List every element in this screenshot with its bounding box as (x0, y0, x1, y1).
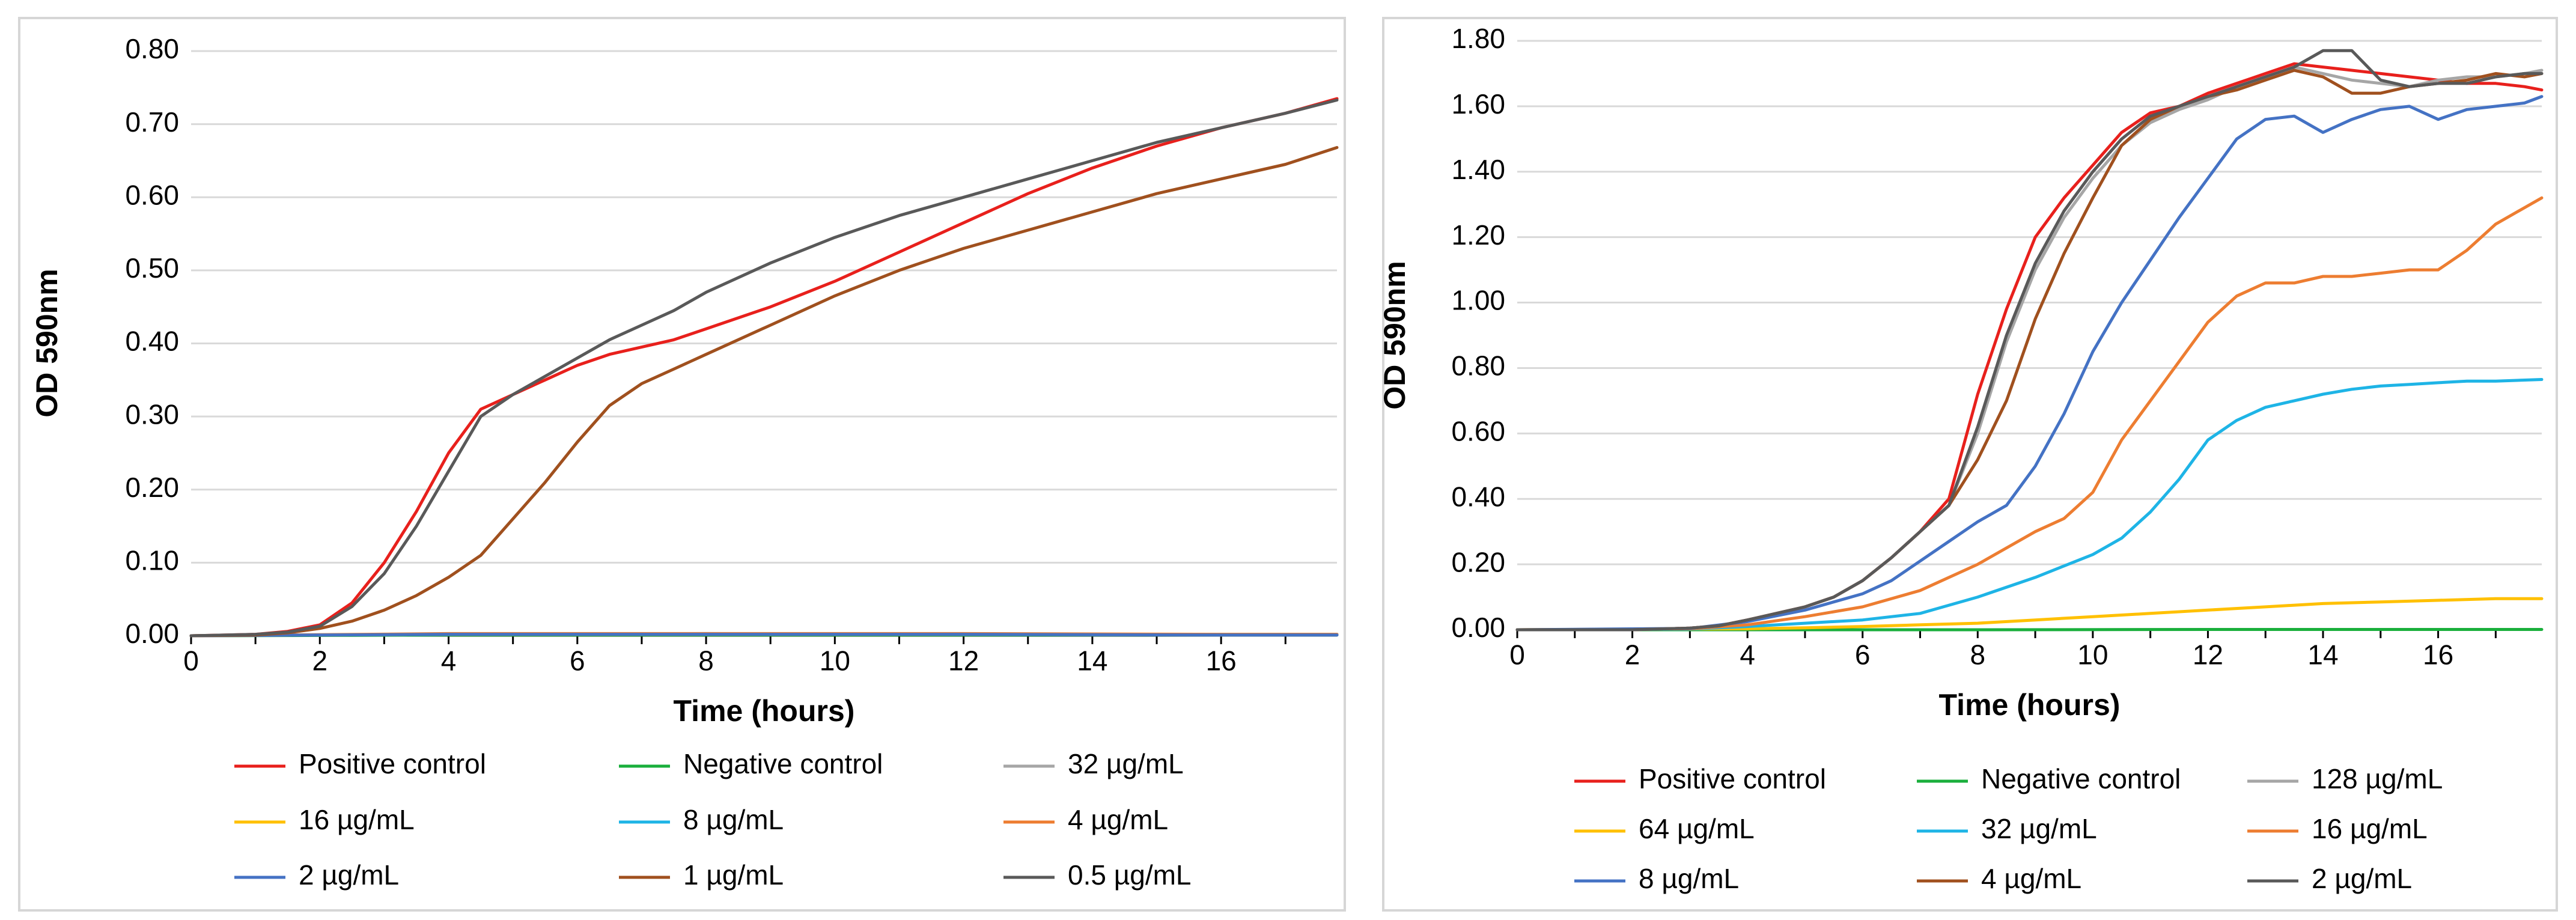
legend-item: Negative control (619, 748, 883, 779)
x-tick-label: 4 (441, 645, 457, 677)
series-line-positive-control (189, 97, 1339, 638)
x-tick-label: 8 (698, 645, 714, 677)
legend-item: 2 µg/mL (234, 859, 399, 891)
x-tick-label: 6 (1855, 639, 1871, 671)
series-line-0-5-g-ml (189, 99, 1339, 638)
x-tick-label: 0 (183, 645, 199, 677)
x-tick-label: 10 (820, 645, 850, 677)
legend-label: 4 µg/mL (1068, 804, 1168, 835)
legend-label: Negative control (1981, 763, 2181, 794)
series-line-8-g-ml (1515, 95, 2544, 632)
legend-item: Positive control (234, 748, 486, 779)
y-tick-label: 0.00 (1451, 612, 1505, 643)
y-axis-title: OD 590nm (30, 269, 64, 417)
series-line-64-g-ml (1515, 597, 2544, 632)
legend-label: 8 µg/mL (683, 804, 784, 835)
y-tick-label: 0.40 (125, 326, 179, 357)
x-tick-label: 2 (312, 645, 327, 677)
legend-label: 1 µg/mL (683, 859, 784, 891)
right-chart-frame (1382, 17, 2558, 912)
x-axis-title: Time (hours) (674, 694, 855, 728)
legend-label: 4 µg/mL (1981, 863, 2081, 894)
x-tick-label: 8 (1970, 639, 1985, 671)
legend-label: 2 µg/mL (299, 859, 399, 891)
legend-item: 4 µg/mL (1917, 863, 2081, 894)
legend-item: 4 µg/mL (1003, 804, 1168, 835)
y-axis-title: OD 590nm (1378, 261, 1411, 409)
x-tick-label: 10 (2077, 639, 2108, 671)
legend-label: Positive control (299, 748, 486, 779)
legend-item: 32 µg/mL (1003, 748, 1184, 779)
y-tick-label: 0.30 (125, 398, 179, 430)
y-tick-label: 0.80 (1451, 350, 1505, 382)
legend-item: 16 µg/mL (234, 804, 415, 835)
y-tick-label: 0.10 (125, 545, 179, 576)
legend-item: 0.5 µg/mL (1003, 859, 1192, 891)
x-tick-label: 0 (1509, 639, 1525, 671)
x-tick-label: 2 (1625, 639, 1640, 671)
y-tick-label: 0.20 (1451, 546, 1505, 577)
x-tick-label: 6 (570, 645, 585, 677)
legend-label: 2 µg/mL (2312, 863, 2412, 894)
y-tick-label: 1.60 (1451, 88, 1505, 120)
legend-item: 8 µg/mL (619, 804, 784, 835)
left-chart-panel: 0.00 0.10 0.20 0.30 0.40 0.50 0.60 0.70 0.80 0 2 4 6… (18, 17, 1346, 912)
series-line-16-g-ml (1515, 196, 2544, 632)
legend-item: 128 µg/mL (2247, 763, 2443, 794)
series-line-2-g-ml (189, 633, 1339, 638)
legend-label: Positive control (1639, 763, 1826, 794)
x-tick-label: 14 (1077, 645, 1107, 677)
y-tick-label: 1.80 (1451, 23, 1505, 54)
y-tick-label: 1.40 (1451, 154, 1505, 185)
legend-item: Negative control (1917, 763, 2181, 794)
y-tick-label: 0.00 (125, 618, 179, 649)
y-tick-label: 0.60 (1451, 415, 1505, 446)
legend-item: 8 µg/mL (1574, 863, 1739, 894)
series-line-32-g-ml (1515, 378, 2544, 632)
legend-label: 16 µg/mL (2312, 813, 2428, 844)
legend-label: 8 µg/mL (1639, 863, 1739, 894)
legend-label: 16 µg/mL (299, 804, 415, 835)
left-chart-frame (18, 17, 1346, 912)
series-line-4-g-ml (1515, 69, 2544, 632)
series-line-128-g-ml (1515, 65, 2544, 632)
y-tick-label: 1.00 (1451, 285, 1505, 316)
x-tick-label: 14 (2307, 639, 2338, 671)
right-growth-chart: 0.00 0.20 0.40 0.60 0.80 1.00 1.20 1.40 1.60 1.80… (1378, 23, 2544, 894)
legend-label: 32 µg/mL (1981, 813, 2097, 844)
y-tick-label: 0.60 (125, 179, 179, 210)
legend-label: 128 µg/mL (2312, 763, 2443, 794)
legend-item: 64 µg/mL (1574, 813, 1755, 844)
x-tick-label: 16 (2423, 639, 2453, 671)
series-line-1-g-ml (189, 146, 1339, 638)
x-tick-label: 4 (1740, 639, 1755, 671)
legend-item: 32 µg/mL (1917, 813, 2097, 844)
y-tick-label: 0.80 (125, 33, 179, 64)
x-tick-label: 12 (2193, 639, 2223, 671)
legend-item: 1 µg/mL (619, 859, 784, 891)
x-tick-label: 16 (1206, 645, 1237, 677)
legend-item: 16 µg/mL (2247, 813, 2428, 844)
legend-label: 0.5 µg/mL (1068, 859, 1192, 891)
legend-item: Positive control (1574, 763, 1826, 794)
series-line-positive-control (1515, 62, 2544, 632)
legend-item: 2 µg/mL (2247, 863, 2412, 894)
series-line-2-g-ml (1515, 49, 2544, 632)
legend-label: 64 µg/mL (1639, 813, 1755, 844)
left-growth-chart: 0.00 0.10 0.20 0.30 0.40 0.50 0.60 0.70 0.80 0 2 4 6… (30, 33, 1339, 891)
x-axis-title: Time (hours) (1939, 688, 2121, 722)
legend-label: Negative control (683, 748, 883, 779)
y-tick-label: 1.20 (1451, 219, 1505, 251)
y-tick-label: 0.20 (125, 472, 179, 503)
x-tick-label: 12 (948, 645, 979, 677)
y-tick-label: 0.40 (1451, 481, 1505, 512)
legend-label: 32 µg/mL (1068, 748, 1184, 779)
right-chart-panel: 0.00 0.20 0.40 0.60 0.80 1.00 1.20 1.40 1.60 1.80… (1364, 0, 2576, 920)
y-tick-label: 0.70 (125, 106, 179, 138)
y-tick-label: 0.50 (125, 252, 179, 284)
